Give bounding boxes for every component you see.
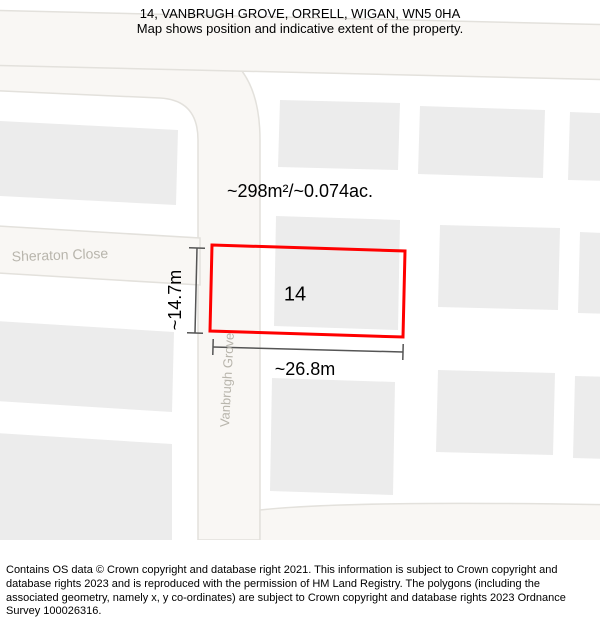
map-subtitle: Map shows position and indicative extent… xyxy=(0,21,600,36)
svg-text:14: 14 xyxy=(284,283,306,305)
property-title: 14, VANBRUGH GROVE, ORRELL, WIGAN, WN5 0… xyxy=(0,6,600,21)
svg-text:~26.8m: ~26.8m xyxy=(275,359,336,379)
copyright-notice: Contains OS data © Crown copyright and d… xyxy=(0,560,600,625)
property-map: ~298m²/~0.074ac. ~26.8m ~14.7m 14 Sheraton C… xyxy=(0,0,600,540)
svg-text:~14.7m: ~14.7m xyxy=(165,270,185,331)
header: 14, VANBRUGH GROVE, ORRELL, WIGAN, WN5 0… xyxy=(0,0,600,38)
svg-text:~298m²/~0.074ac.: ~298m²/~0.074ac. xyxy=(227,181,373,201)
svg-text:Sheraton Close: Sheraton Close xyxy=(11,245,108,264)
